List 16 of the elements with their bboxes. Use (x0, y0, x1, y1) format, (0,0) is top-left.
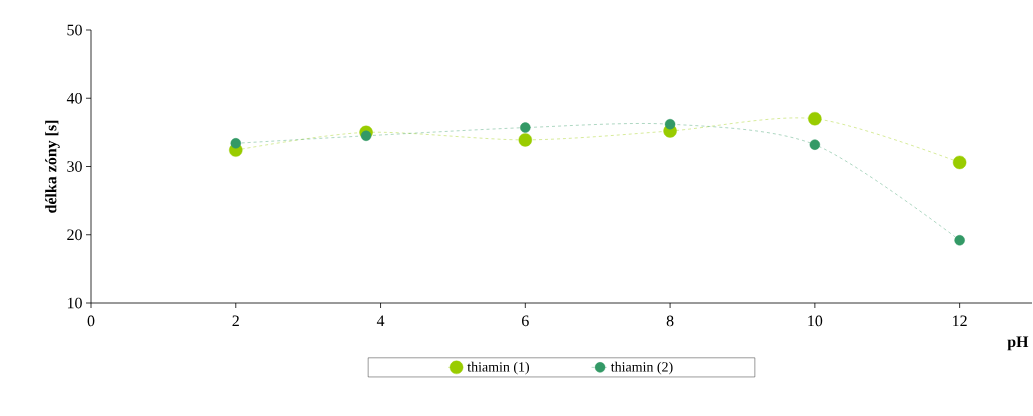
x-tick-label: 12 (953, 315, 967, 327)
x-axis-title: pH (1007, 336, 1029, 351)
y-tick-label: 10 (67, 297, 82, 309)
x-tick-label: 10 (808, 315, 823, 327)
y-axis-title: délka zóny [s] (45, 120, 60, 213)
legend-label: thiamin (1) (467, 361, 530, 375)
y-tick-label: 20 (67, 229, 82, 241)
y-tick-label: 30 (67, 161, 82, 172)
y-tick-label: 50 (67, 24, 82, 36)
legend-label: thiamin (2) (610, 361, 673, 375)
x-tick-label: 0 (87, 315, 95, 327)
x-tick-label: 2 (232, 315, 239, 327)
y-tick-label: 40 (66, 92, 82, 104)
x-tick-label: 6 (522, 315, 529, 327)
x-tick-label: 4 (376, 315, 385, 327)
x-tick-label: 8 (666, 315, 674, 327)
